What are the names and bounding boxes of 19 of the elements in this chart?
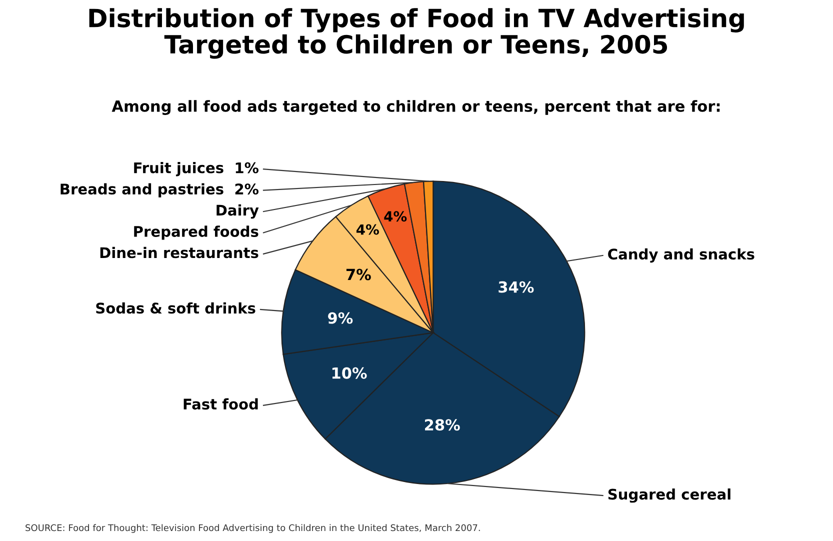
- slice-label: Dine-in restaurants: [100, 246, 258, 258]
- source-note: SOURCE: Food for Thought: Television Food Advertising to Children in the United States, March 2007.: [26, 524, 480, 533]
- chart-subtitle: Among all food ads targeted to children or teens, percent that are for:: [112, 100, 720, 115]
- slice-label: Sodas & soft drinks: [96, 302, 256, 314]
- data-label: 9%: [328, 312, 353, 324]
- data-label: 28%: [425, 419, 460, 431]
- slice-label: Sugared cereal: [608, 488, 730, 503]
- data-label: 34%: [498, 281, 534, 293]
- slice-label: Dairy: [216, 204, 259, 219]
- data-label: 4%: [356, 224, 379, 235]
- slice-label: Candy and snacks: [608, 248, 754, 263]
- chart-title: Distribution of Types of Food in TV Advertising Targeted to Children or Teens, 2005: [89, 8, 744, 59]
- slice-label: Prepared foods: [134, 226, 258, 240]
- data-label: 7%: [346, 268, 371, 280]
- slice-label: Fast food: [184, 398, 258, 410]
- data-label: 10%: [332, 367, 367, 379]
- data-label: 4%: [384, 211, 407, 222]
- slice-label: Fruit juices 1%: [134, 162, 258, 176]
- slice-label: Breads and pastries 2%: [60, 183, 258, 198]
